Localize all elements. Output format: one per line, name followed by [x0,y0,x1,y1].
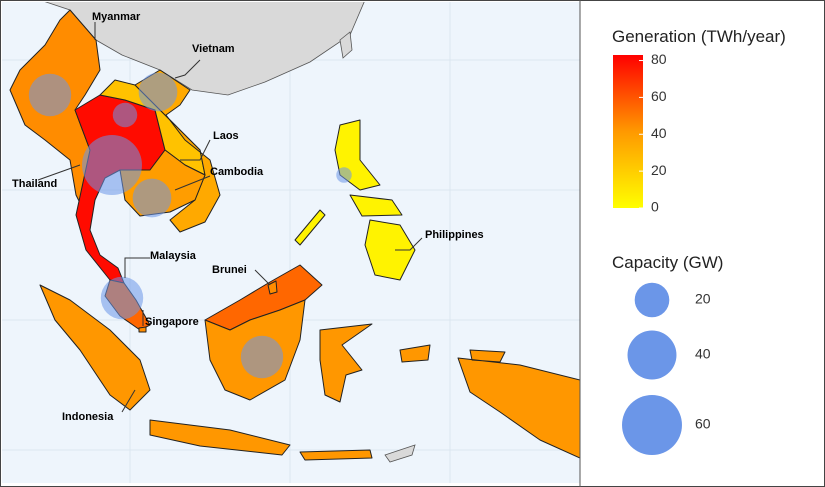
legend: Generation (TWh/year) Capacity (GW) 0 20 4… [612,27,786,455]
color-bar-tick-label: 60 [651,88,667,104]
color-bar-tick-label: 40 [651,125,667,141]
map-panel: Myanmar Thailand Laos Vietnam Cambodia M… [2,2,580,483]
country-label: Singapore [145,316,199,328]
country-label: Myanmar [92,11,141,23]
size-legend-label: 40 [695,346,711,362]
country-label: Cambodia [210,166,264,178]
country-label: Indonesia [62,411,114,423]
timor [384,444,416,463]
capacity-bubble [100,276,144,320]
country-indonesia [39,284,580,461]
country-label: Vietnam [192,43,235,55]
size-legend-label: 60 [695,416,711,432]
country-brunei [267,280,278,295]
capacity-bubbles [28,72,352,379]
capacity-bubble [132,178,172,218]
color-bar-tick-label: 0 [651,199,659,215]
capacity-bubble [240,335,284,379]
country-label: Philippines [425,229,484,241]
country-singapore [138,326,147,333]
size-legend-bubble [627,330,677,380]
color-bar-tick-label: 80 [651,51,667,67]
generation-legend-title: Generation (TWh/year) [612,27,786,46]
country-labels: Myanmar Thailand Laos Vietnam Cambodia M… [12,11,484,423]
size-legend-bubble [634,282,670,318]
capacity-bubble [28,73,72,117]
color-bar [613,55,643,208]
capacity-bubble [138,72,178,112]
capacity-bubble [82,135,142,195]
ocean [2,2,580,483]
country-philippines [294,119,416,281]
capacity-bubble [336,167,352,183]
size-legend-bubble [622,395,682,455]
capacity-legend-title: Capacity (GW) [612,253,723,272]
capacity-bubble [112,102,138,128]
color-bar-tick-label: 20 [651,162,667,178]
taiwan [339,31,353,59]
size-legend-label: 20 [695,291,711,307]
country-label: Laos [213,130,239,142]
country-label: Thailand [12,178,57,190]
country-label: Malaysia [150,250,197,262]
country-label: Brunei [212,264,247,276]
